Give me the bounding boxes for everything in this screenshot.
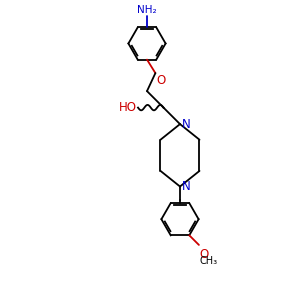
Text: O: O — [200, 248, 209, 261]
Text: N: N — [182, 118, 191, 130]
Text: N: N — [182, 180, 191, 193]
Text: O: O — [156, 74, 165, 87]
Text: CH₃: CH₃ — [200, 256, 218, 266]
Text: NH₂: NH₂ — [137, 5, 157, 15]
Text: HO: HO — [118, 101, 136, 114]
